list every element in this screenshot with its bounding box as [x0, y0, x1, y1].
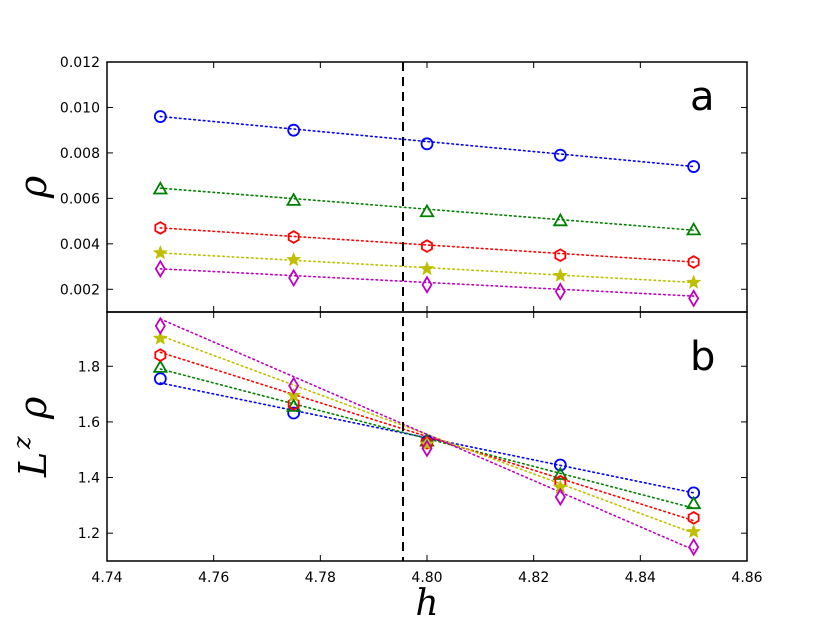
- x-tick-label: 4.78: [305, 570, 336, 586]
- y-tick-label: 1.2: [78, 526, 100, 542]
- fit-line: [159, 187, 695, 231]
- panel-a-frame: [106, 61, 748, 313]
- data-point: [152, 359, 169, 373]
- fit-line: [159, 382, 695, 494]
- x-tick-label: 4.80: [411, 570, 442, 586]
- y-tick-label: 0.004: [60, 237, 100, 253]
- y-axis-label-b-tail: ρ: [11, 396, 55, 420]
- panel-letter-b: b: [690, 334, 715, 380]
- data-point: [687, 511, 700, 525]
- data-point: [152, 180, 169, 195]
- y-tick-label: 1.4: [78, 471, 100, 487]
- fit-line: [159, 115, 695, 168]
- x-tick-label: 4.82: [518, 570, 549, 586]
- data-point: [552, 466, 569, 480]
- data-point: [288, 376, 300, 395]
- data-point: [152, 330, 168, 345]
- data-point: [686, 274, 702, 289]
- data-point: [685, 221, 702, 236]
- y-tick-label: 0.012: [60, 55, 100, 71]
- y-tick-label: 0.008: [60, 146, 100, 162]
- data-point: [687, 255, 700, 269]
- y-axis-label-b-superscript: z: [8, 436, 36, 450]
- x-axis-label: h: [415, 583, 438, 623]
- y-axis-label-a: ρ: [11, 175, 55, 199]
- y-axis-label-b: L z ρ: [8, 396, 55, 478]
- data-point: [688, 537, 700, 557]
- data-point: [419, 260, 435, 276]
- data-point: [154, 348, 167, 362]
- data-point: [421, 275, 433, 294]
- data-point: [285, 192, 302, 206]
- ticks-layer: 4.74 4.76 4.78 4.80 4.82 4.84 4.86 0.002 0.004 0.…: [60, 55, 763, 586]
- data-point: [421, 435, 433, 450]
- data-point: [154, 221, 167, 235]
- x-tick-label: 4.76: [198, 570, 229, 586]
- data-point: [153, 110, 167, 123]
- data-point: [552, 267, 568, 283]
- data-point: [554, 248, 567, 263]
- data-markers: [152, 110, 702, 557]
- y-tick-label: 0.002: [60, 282, 100, 298]
- data-point: [685, 495, 702, 510]
- data-point: [419, 203, 435, 218]
- fit-lines: [159, 115, 695, 551]
- data-point: [154, 259, 166, 279]
- x-tick-label: 4.74: [91, 570, 122, 586]
- data-point: [421, 239, 433, 253]
- data-point: [287, 396, 300, 411]
- data-point: [288, 268, 300, 288]
- data-point: [554, 282, 566, 301]
- y-tick-label: 1.8: [78, 359, 100, 375]
- y-tick-label: 0.006: [60, 191, 100, 207]
- data-point: [287, 230, 300, 244]
- data-point: [419, 436, 435, 451]
- data-point: [686, 523, 702, 539]
- data-point: [420, 137, 434, 151]
- data-point: [287, 123, 301, 137]
- data-point: [554, 487, 566, 507]
- data-point: [287, 406, 301, 420]
- data-point: [553, 148, 567, 162]
- fit-line: [159, 227, 695, 263]
- x-tick-label: 4.86: [731, 570, 762, 586]
- data-point: [552, 212, 569, 227]
- y-tick-label: 1.6: [78, 415, 100, 431]
- data-point: [286, 251, 302, 267]
- y-axis-label-b-base: L: [11, 452, 55, 478]
- fit-line: [159, 318, 695, 551]
- y-tick-label: 0.010: [60, 100, 100, 116]
- data-point: [688, 289, 700, 308]
- data-point: [285, 398, 302, 412]
- data-point: [421, 439, 433, 458]
- data-point: [553, 458, 567, 472]
- data-point: [152, 245, 168, 260]
- data-point: [154, 316, 166, 336]
- x-tick-label: 4.84: [625, 570, 656, 586]
- panel-letter-a: a: [690, 74, 715, 120]
- data-point: [687, 160, 701, 173]
- data-point: [153, 372, 167, 386]
